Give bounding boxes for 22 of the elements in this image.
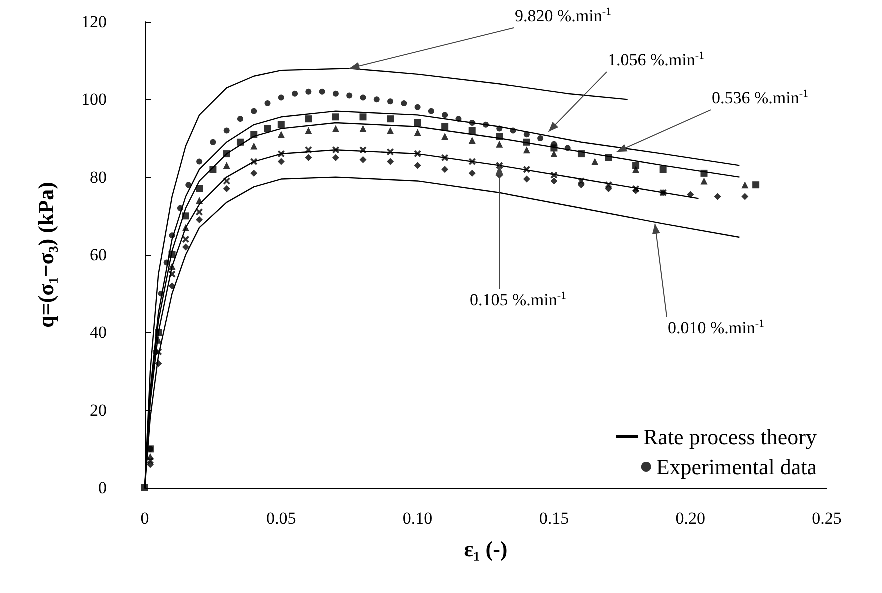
x-tick-label: 0.15 xyxy=(539,509,570,528)
y-axis-title: q=(σ₁−σ₃) (kPa) xyxy=(34,182,58,328)
x-axis-title: ε₁ (-) xyxy=(464,536,508,562)
x-tick-label: 0.20 xyxy=(676,509,706,528)
annotation: 0.010 %.min$^{-1}$ xyxy=(668,318,765,340)
y-tick-label: 40 xyxy=(90,323,107,342)
x-tick-label: 0 xyxy=(140,509,150,528)
annotation: 0.536 %.min$^{-1}$ xyxy=(712,88,809,110)
y-tick-label: 60 xyxy=(90,246,107,264)
x-tick-label: 0.25 xyxy=(812,509,842,528)
y-tick-label: 80 xyxy=(90,168,107,187)
y-tick-label: 0 xyxy=(98,478,107,498)
x-tick-label: 0.05 xyxy=(266,509,296,528)
legend-label: Experimental data xyxy=(656,454,818,480)
annotation: 9.820 %.min$^{-1}$ xyxy=(515,6,612,28)
annotation: 1.056 %.min$^{-1}$ xyxy=(608,50,705,72)
y-tick-label: 100 xyxy=(82,90,107,110)
y-tick-label: 120 xyxy=(82,12,107,32)
y-tick-label: 20 xyxy=(90,400,107,420)
legend-label: Rate process theory xyxy=(644,424,818,450)
annotation: 0.105 %.min$^{-1}$ xyxy=(470,290,567,312)
x-tick-label: 0.10 xyxy=(402,509,433,528)
